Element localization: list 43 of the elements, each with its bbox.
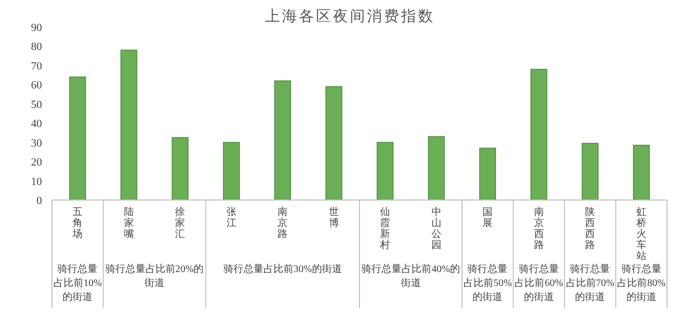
bar — [222, 142, 240, 200]
x-tick-label: 陕西西路 — [585, 206, 596, 251]
bar — [274, 80, 292, 200]
bar — [632, 144, 650, 200]
bar — [428, 136, 445, 200]
x-tick-label: 徐家汇 — [175, 206, 186, 240]
text: 骑行总量占比前20%的街道 — [104, 263, 205, 291]
bar — [69, 76, 86, 200]
bar — [172, 137, 189, 200]
x-tick-label: 国展 — [482, 207, 493, 229]
chart-title: 上海各区夜间消费指数 — [265, 8, 435, 25]
text: 骑行总量占比前50%的街道 — [463, 263, 512, 305]
text: 骑行总量占比前40%的街道 — [360, 263, 461, 291]
bar — [376, 142, 394, 200]
y-tick-label: 50 — [31, 98, 42, 111]
y-tick-label: 20 — [31, 156, 42, 169]
bar — [530, 68, 548, 200]
x-tick-label: 仙霞新村 — [379, 207, 390, 251]
y-tick-label: 60 — [31, 80, 42, 92]
bar — [582, 142, 599, 200]
y-tick-label: 30 — [31, 137, 42, 150]
text: 骑行总量占比前60%的街道 — [514, 263, 564, 305]
text: 骑行总量占比前10%的街道 — [53, 263, 102, 305]
y-tick-label: 10 — [31, 176, 42, 188]
y-tick-label: 70 — [31, 60, 42, 72]
x-tick-label: 虹桥火车站 — [635, 206, 646, 262]
x-tick-label: 南京西路 — [534, 206, 544, 251]
text: 骑行总量占比前30%的街道 — [222, 263, 343, 277]
x-tick-label: 五角场 — [72, 207, 83, 240]
x-tick-label: 中山公园 — [431, 206, 442, 251]
text: 骑行总量占比前80%的街道 — [616, 263, 666, 305]
x-tick-label: 陆家嘴 — [124, 206, 134, 240]
y-tick-label: 0 — [36, 195, 42, 207]
bar — [325, 86, 342, 200]
x-tick-label: 南京路 — [278, 206, 288, 240]
y-tick-label: 90 — [31, 22, 42, 34]
x-tick-label: 世博 — [328, 206, 339, 229]
x-tick-label: 张江 — [226, 206, 236, 229]
y-tick-label: 80 — [31, 41, 42, 54]
text: 骑行总量占比前70%的街道 — [566, 263, 615, 305]
y-tick-label: 40 — [31, 118, 42, 130]
bar — [120, 50, 138, 200]
bar — [479, 148, 496, 200]
